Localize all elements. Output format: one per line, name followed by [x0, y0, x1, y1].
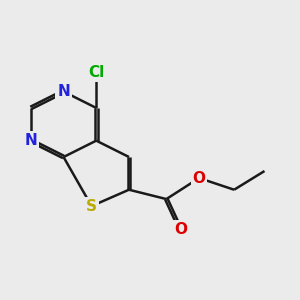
Text: N: N: [24, 133, 37, 148]
Text: S: S: [86, 199, 97, 214]
Text: Cl: Cl: [88, 65, 104, 80]
Text: O: O: [193, 170, 206, 185]
Text: N: N: [57, 84, 70, 99]
Text: O: O: [174, 222, 187, 237]
